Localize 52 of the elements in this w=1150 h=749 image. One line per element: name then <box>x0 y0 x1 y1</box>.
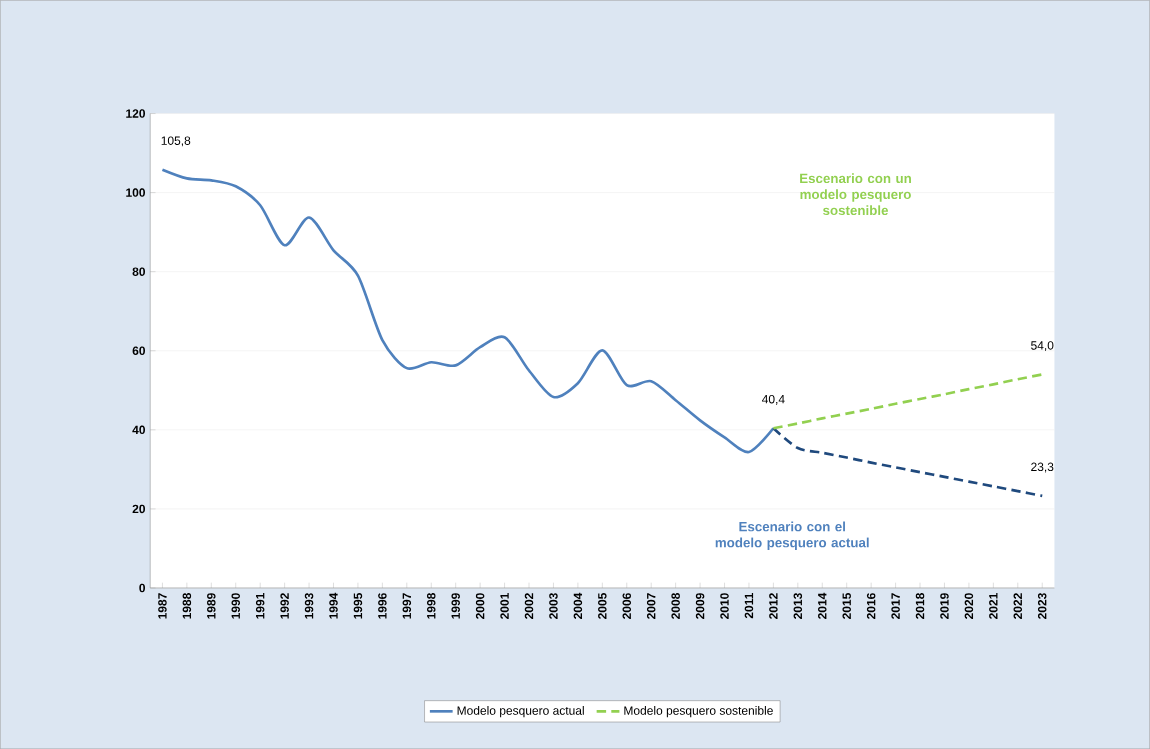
y-tick-label: 80 <box>132 267 146 276</box>
x-tick-label: 2017 <box>891 593 900 619</box>
x-tick-label: 1996 <box>378 593 387 619</box>
x-tick-label: 1988 <box>182 592 192 619</box>
x-tick-label: 2012 <box>769 593 778 619</box>
data-label: 23,3 <box>1031 462 1054 473</box>
x-tick-label: 2021 <box>989 592 998 619</box>
data-label: 40,4 <box>761 394 785 405</box>
y-tick-label: 120 <box>126 109 146 118</box>
x-tick-label: 2009 <box>695 593 705 619</box>
x-tick-label: 1999 <box>451 593 460 619</box>
x-tick-label: 1993 <box>304 593 314 619</box>
annotation: Escenario con el modelo pesquero actual <box>715 521 869 550</box>
x-tick-label: 2013 <box>793 593 803 619</box>
x-tick-label: 2002 <box>524 593 534 619</box>
x-tick-label: 2020 <box>964 593 974 619</box>
x-tick-label: 1992 <box>280 593 289 619</box>
data-label: 105,8 <box>161 136 191 147</box>
x-tick-label: 2001 <box>500 592 509 619</box>
x-tick-label: 2003 <box>549 593 558 619</box>
x-tick-label: 2016 <box>866 593 876 619</box>
x-tick-label: 2019 <box>940 593 949 619</box>
y-tick-label: 60 <box>132 346 146 355</box>
annotation: Escenario con un modelo pesquero sostenible <box>800 173 911 215</box>
x-tick-label: 1997 <box>402 593 412 619</box>
x-tick-label: 2011 <box>744 592 754 619</box>
x-tick-label: 2004 <box>573 592 583 619</box>
legend-label: Modelo pesquero sostenible <box>624 705 773 718</box>
y-tick-label: 0 <box>139 583 146 593</box>
x-tick-label: 2007 <box>646 593 656 619</box>
x-tick-label: 1994 <box>329 592 338 619</box>
x-tick-label: 1989 <box>207 593 216 619</box>
x-tick-label: 2015 <box>842 592 851 619</box>
x-tick-label: 1987 <box>158 593 167 619</box>
x-tick-label: 2010 <box>720 593 729 619</box>
legend-label: Modelo pesquero actual <box>457 705 584 718</box>
x-tick-label: 2014 <box>818 592 827 619</box>
x-tick-label: 2018 <box>915 592 925 619</box>
x-tick-label: 1991 <box>255 592 265 619</box>
x-tick-label: 1998 <box>427 592 436 619</box>
x-tick-label: 2022 <box>1013 593 1023 619</box>
y-tick-label: 100 <box>126 188 146 197</box>
y-tick-label: 20 <box>132 504 146 514</box>
x-tick-label: 1995 <box>353 592 363 619</box>
x-tick-label: 2008 <box>671 592 680 619</box>
x-tick-label: 2005 <box>598 592 607 619</box>
x-tick-label: 1990 <box>231 593 240 619</box>
x-tick-label: 2006 <box>622 593 632 619</box>
x-tick-label: 2023 <box>1037 593 1047 619</box>
x-tick-label: 2000 <box>475 593 485 619</box>
data-label: 54,0 <box>1031 341 1054 352</box>
y-tick-label: 40 <box>132 425 146 435</box>
